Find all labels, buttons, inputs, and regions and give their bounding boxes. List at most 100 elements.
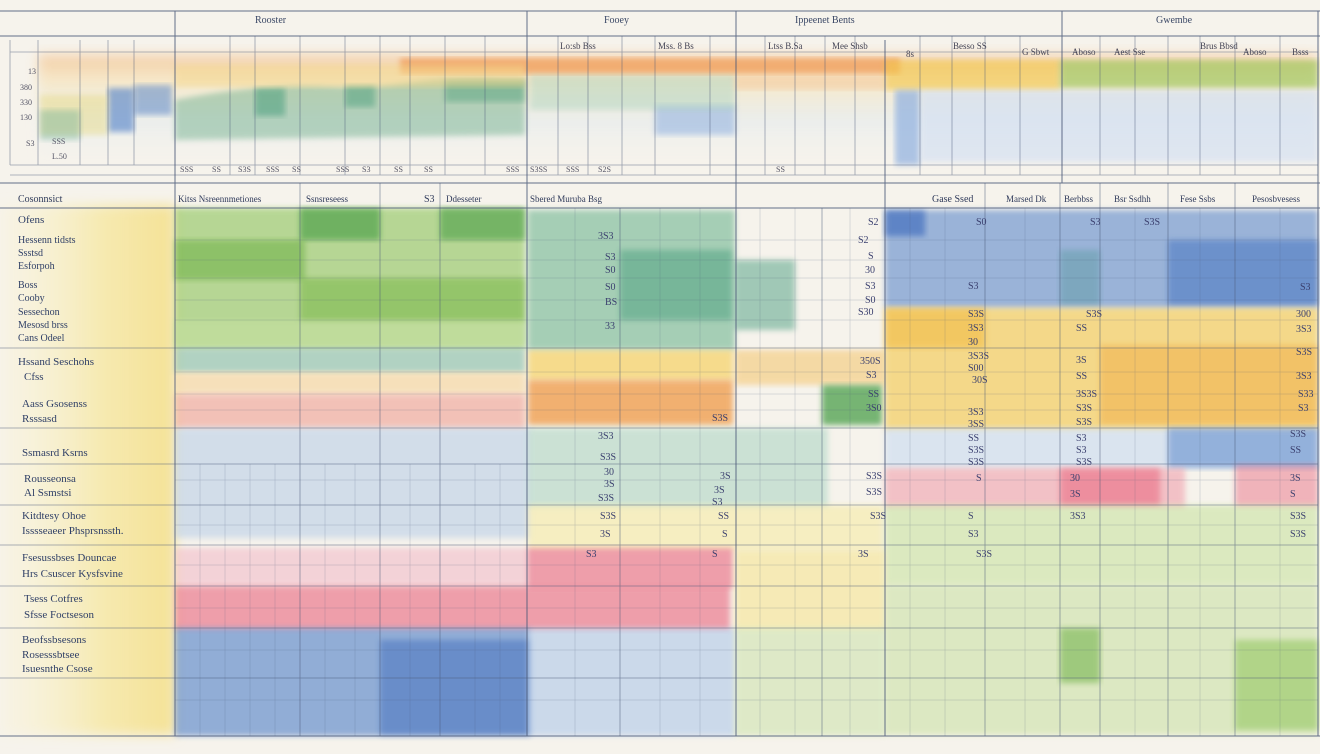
row-label: Tsess Cotfres bbox=[24, 593, 83, 605]
band-header-3: Ippeenet Bents bbox=[795, 15, 855, 26]
cell-value: S0 bbox=[976, 217, 987, 228]
row-label: Beofssbsesons bbox=[22, 634, 87, 646]
x-tick: SSS bbox=[506, 165, 520, 174]
cell-value: S3S bbox=[1086, 309, 1103, 320]
cell-value: S3S bbox=[1076, 403, 1093, 414]
column-header[interactable]: Gase Ssed bbox=[932, 194, 974, 205]
cell-value: S3 bbox=[865, 281, 876, 292]
sub-header-9: Aest Sse bbox=[1114, 47, 1146, 57]
row-label: Esforpoh bbox=[18, 261, 55, 272]
cell-value: S3S bbox=[968, 445, 985, 456]
x-tick: SS bbox=[776, 165, 785, 174]
cell-value: S bbox=[976, 473, 982, 484]
row-label: Ssmasrd Ksrns bbox=[22, 447, 88, 459]
cell-value: S3S bbox=[866, 471, 883, 482]
cell-value: 30S bbox=[972, 375, 988, 386]
row-label: Ofens bbox=[18, 214, 45, 226]
cell-value: S3 bbox=[712, 497, 723, 508]
x-tick: SSS bbox=[266, 165, 280, 174]
x-tick: SS bbox=[212, 165, 221, 174]
cell-value: S0 bbox=[605, 265, 616, 276]
cell-value: 3S3 bbox=[1070, 511, 1086, 522]
x-tick: S3S bbox=[238, 165, 251, 174]
x-tick: SS bbox=[424, 165, 433, 174]
row-label: Rsssasd bbox=[22, 413, 57, 425]
cell-value: BS bbox=[605, 297, 618, 308]
sub-header-5: 8s bbox=[906, 49, 915, 59]
column-header[interactable]: Marsed Dk bbox=[1006, 194, 1047, 204]
cell-value: S3S bbox=[976, 549, 993, 560]
row-label: Sessechon bbox=[18, 307, 60, 318]
y-tick: 130 bbox=[20, 113, 32, 122]
row-label: Isuesnthe Csose bbox=[22, 663, 93, 675]
sub-header-1: Lo:sb Bss bbox=[560, 41, 596, 51]
cell-value: S3S bbox=[968, 309, 985, 320]
band-header-4: Gwembe bbox=[1156, 15, 1193, 26]
cell-value: 30 bbox=[1070, 473, 1080, 484]
column-header[interactable]: Kitss Nsreennmetiones bbox=[178, 194, 262, 204]
x-tick: SSS bbox=[336, 165, 350, 174]
sub-header-10: Brus Bbsd bbox=[1200, 41, 1238, 51]
cell-value: S3S bbox=[1290, 529, 1307, 540]
x-tick: SS bbox=[292, 165, 301, 174]
cell-value: S3S bbox=[712, 413, 729, 424]
cell-value: S3S bbox=[600, 452, 617, 463]
cell-value: 3S3 bbox=[598, 231, 614, 242]
x-tick: SSS bbox=[180, 165, 194, 174]
cell-value: 30 bbox=[968, 337, 978, 348]
cell-value: S00 bbox=[968, 363, 984, 374]
cell-value: SS bbox=[868, 389, 880, 400]
column-header[interactable]: Ddesseter bbox=[446, 194, 482, 204]
cell-value: 350S bbox=[860, 356, 881, 367]
row-label: Sfsse Foctseson bbox=[24, 609, 94, 621]
row-label: Ssstsd bbox=[18, 248, 44, 259]
y-tick: S3 bbox=[26, 139, 35, 148]
row-label: Cfss bbox=[24, 371, 44, 383]
y-tick: 13 bbox=[28, 67, 36, 76]
cell-value: S3S bbox=[1296, 347, 1313, 358]
row-label: Rosesssbtsee bbox=[22, 649, 80, 661]
y-tick: L.50 bbox=[52, 152, 67, 161]
column-header[interactable]: Bsr Ssdhh bbox=[1114, 194, 1151, 204]
cell-value: SS bbox=[1076, 323, 1088, 334]
column-header[interactable]: Ssnsreseess bbox=[306, 194, 348, 204]
column-header[interactable]: Sbered Muruba Bsg bbox=[530, 194, 602, 204]
cell-value: 33 bbox=[605, 321, 615, 332]
column-header[interactable]: Cosonnsict bbox=[18, 194, 63, 205]
x-tick: S2S bbox=[598, 165, 611, 174]
cell-value: S3S bbox=[600, 511, 617, 522]
row-label: Mesosd brss bbox=[18, 320, 68, 331]
cell-value: 3S3S bbox=[1076, 389, 1098, 400]
cell-value: S3S bbox=[1290, 429, 1307, 440]
cell-value: 3S0 bbox=[866, 403, 882, 414]
column-header[interactable]: Berbbss bbox=[1064, 194, 1093, 204]
sub-header-3: Ltss B.Sa bbox=[768, 41, 803, 51]
band-header-2: Fooey bbox=[604, 15, 629, 26]
row-label: Rousseonsa bbox=[24, 473, 76, 485]
row-label: Hessenn tidsts bbox=[18, 235, 76, 246]
cell-value: 3S3S bbox=[968, 351, 990, 362]
cell-value: S3S bbox=[1076, 417, 1093, 428]
row-label: Isssseaeer Phsprsnssth. bbox=[22, 525, 124, 537]
column-header[interactable]: S3 bbox=[424, 194, 435, 205]
cell-value: S bbox=[868, 251, 874, 262]
cell-value: S3 bbox=[1300, 282, 1311, 293]
column-header[interactable]: Fese Ssbs bbox=[1180, 194, 1216, 204]
sub-header-7: G Sbwt bbox=[1022, 47, 1050, 57]
column-header[interactable]: Pesosbvesess bbox=[1252, 194, 1301, 204]
cell-value: S3S bbox=[1144, 217, 1161, 228]
row-label: Aass Gsosenss bbox=[22, 398, 88, 410]
cell-value: 3S bbox=[1070, 489, 1081, 500]
row-label: Hrs Csuscer Kysfsvine bbox=[22, 568, 123, 580]
cell-value: 3S bbox=[1076, 355, 1087, 366]
x-tick: S3 bbox=[362, 165, 371, 174]
cell-value: 3S3 bbox=[1296, 324, 1312, 335]
row-label: Fsesussbses Douncae bbox=[22, 552, 117, 564]
sub-header-2: Mss. 8 Bs bbox=[658, 41, 694, 51]
cell-value: S bbox=[722, 529, 728, 540]
cell-value: S bbox=[1290, 489, 1296, 500]
cell-value: SS bbox=[1290, 445, 1302, 456]
sub-header-11: Aboso bbox=[1243, 47, 1267, 57]
cell-value: S3 bbox=[605, 252, 616, 263]
